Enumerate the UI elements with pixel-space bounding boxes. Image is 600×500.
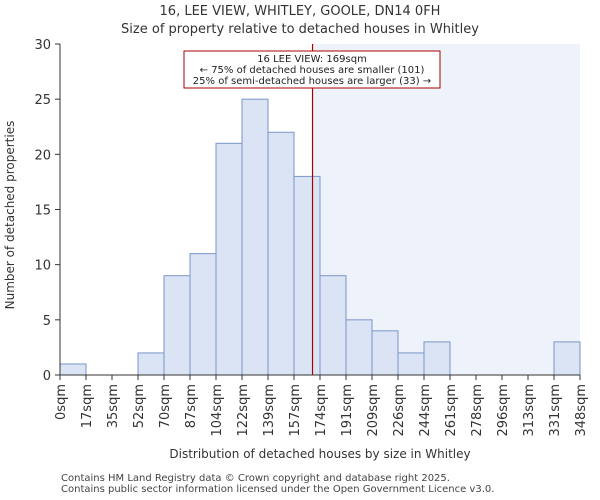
x-tick-label: 122sqm	[236, 384, 251, 437]
x-tick-label: 348sqm	[574, 384, 589, 437]
y-tick-label: 10	[34, 259, 51, 274]
y-axis-label: Number of detached properties	[3, 121, 17, 310]
bar	[215, 142, 243, 376]
x-tick-label: 52sqm	[132, 384, 147, 428]
annotation-line1: 16 LEE VIEW: 169sqm	[257, 54, 367, 65]
x-tick-label: 313sqm	[522, 384, 537, 437]
annotation-box-frame	[183, 50, 441, 89]
footer: Contains HM Land Registry data © Crown c…	[61, 473, 494, 495]
bar	[241, 98, 269, 376]
x-tick-label: 261sqm	[444, 384, 459, 437]
x-tick-label: 104sqm	[210, 384, 225, 437]
bar	[59, 363, 87, 376]
chart-title: 16, LEE VIEW, WHITLEY, GOOLE, DN14 0FH	[160, 4, 441, 19]
y-tick-label: 0	[43, 369, 51, 384]
y-tick-label: 30	[34, 38, 51, 53]
y-tick-label: 5	[43, 314, 51, 329]
annotation-line2: ← 75% of detached houses are smaller (10…	[200, 65, 425, 76]
x-tick-label: 296sqm	[496, 384, 511, 437]
footer-line1: Contains HM Land Registry data © Crown c…	[61, 473, 450, 484]
x-tick-label: 70sqm	[158, 384, 173, 428]
bar	[189, 253, 217, 376]
y-tick-label: 20	[34, 148, 51, 163]
bar	[397, 352, 425, 376]
x-tick-label: 174sqm	[314, 384, 329, 437]
x-tick-label: 0sqm	[54, 384, 69, 420]
x-tick-label: 157sqm	[288, 384, 303, 437]
x-tick-label: 209sqm	[366, 384, 381, 437]
x-tick-label: 244sqm	[418, 384, 433, 437]
x-tick-label: 35sqm	[106, 384, 121, 428]
y-tick-label: 25	[34, 93, 51, 108]
bar	[293, 175, 321, 376]
annotation-line3: 25% of semi-detached houses are larger (…	[193, 76, 431, 87]
x-tick-label: 331sqm	[548, 384, 563, 437]
bar	[267, 131, 295, 376]
bar	[345, 319, 373, 376]
bar	[137, 352, 165, 376]
x-tick-label: 191sqm	[340, 384, 355, 437]
bar	[553, 341, 581, 376]
footer-line2: Contains public sector information licen…	[61, 484, 495, 495]
x-axis-label: Distribution of detached houses by size …	[169, 447, 470, 461]
bar	[319, 275, 347, 376]
annotation-box: 16 LEE VIEW: 169sqm ← 75% of detached ho…	[183, 50, 441, 89]
bar	[163, 275, 191, 376]
y-tick-label: 15	[34, 204, 51, 219]
x-tick-label: 139sqm	[262, 384, 277, 437]
x-tick-label: 87sqm	[184, 384, 199, 428]
chart-subtitle: Size of property relative to detached ho…	[121, 22, 479, 37]
x-tick-label: 17sqm	[80, 384, 95, 428]
x-tick-label: 278sqm	[470, 384, 485, 437]
bar	[423, 341, 451, 376]
x-tick-label: 226sqm	[392, 384, 407, 437]
bar	[371, 330, 399, 376]
